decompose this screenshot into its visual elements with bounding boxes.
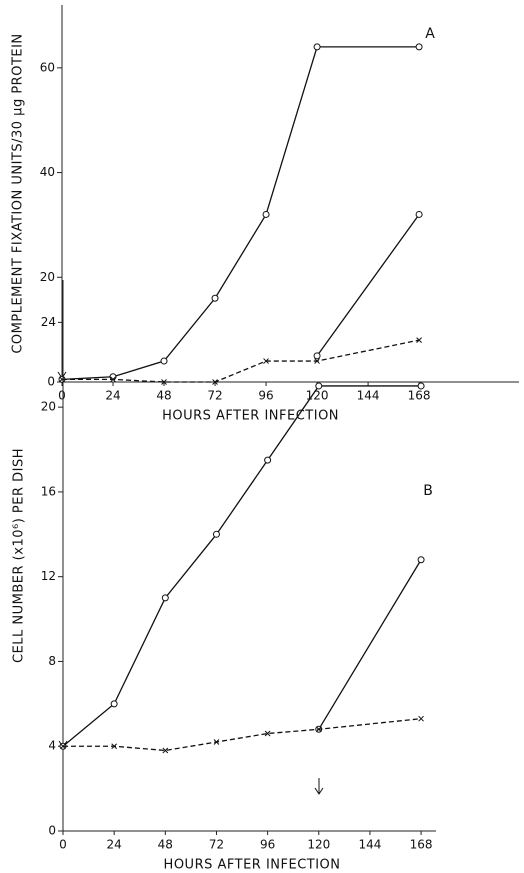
- x-tick-label: 96: [258, 389, 273, 403]
- marker: [264, 456, 272, 464]
- x-tick-label: 48: [158, 838, 173, 852]
- marker: [264, 730, 271, 737]
- marker: [161, 594, 169, 602]
- y-tick-label: 20: [40, 270, 55, 284]
- x-tick-label: 144: [357, 389, 380, 403]
- x-axis-label: HOURS AFTER INFECTION: [162, 409, 339, 424]
- marker: [110, 700, 118, 708]
- y-tick-label: 20: [41, 400, 56, 414]
- arrow: [314, 778, 324, 795]
- marker: [212, 530, 220, 538]
- panel-title: A: [425, 26, 435, 42]
- y-tick-label: 60: [40, 60, 55, 74]
- y-tick-label: 24: [41, 315, 56, 329]
- marker: [313, 43, 321, 51]
- series-line: [318, 559, 422, 730]
- series-line: [316, 214, 420, 357]
- x-tick-label: 96: [260, 838, 275, 852]
- x-tick-label: 168: [408, 389, 431, 403]
- y-tick-label: 0: [47, 375, 55, 389]
- marker: [314, 358, 320, 364]
- marker: [315, 382, 323, 390]
- marker: [162, 747, 169, 754]
- x-tick-label: 24: [107, 838, 122, 852]
- y-tick-label: 0: [48, 824, 56, 838]
- marker: [315, 726, 322, 733]
- series-line: [62, 385, 422, 747]
- marker: [415, 43, 423, 51]
- x-tick-label: 120: [307, 838, 330, 852]
- y-tick-label: 8: [48, 654, 56, 668]
- marker: [263, 358, 269, 364]
- marker: [111, 743, 118, 750]
- marker: [213, 739, 220, 745]
- marker: [262, 210, 270, 218]
- marker: [417, 382, 425, 390]
- marker: [160, 357, 168, 365]
- x-tick-label: 0: [59, 838, 67, 852]
- marker: [212, 379, 218, 385]
- marker: [418, 715, 424, 722]
- marker: [415, 210, 423, 218]
- x-tick-label: 120: [306, 389, 329, 403]
- x-tick-label: 72: [209, 838, 224, 852]
- marker: [60, 743, 66, 750]
- arrows: [57, 364, 324, 795]
- x-tick-label: 0: [58, 389, 66, 403]
- x-axis-label: HOURS AFTER INFECTION: [164, 858, 341, 873]
- x-tick-label: 168: [410, 838, 433, 852]
- y-tick-label: 16: [41, 484, 56, 498]
- marker: [110, 376, 116, 383]
- marker: [416, 337, 422, 343]
- x-tick-label: 144: [358, 838, 381, 852]
- marker: [59, 376, 65, 383]
- marker: [417, 556, 425, 564]
- series-line: [61, 46, 420, 381]
- x-tick-label: 72: [207, 389, 222, 403]
- x-tick-label: 48: [156, 389, 171, 403]
- marker: [211, 294, 219, 302]
- y-tick-label: 12: [41, 569, 56, 583]
- panel-title: B: [423, 483, 433, 499]
- x-tick-label: 24: [105, 389, 120, 403]
- series-line: [63, 718, 422, 752]
- y-axis-label: CELL NUMBER (x10⁶) PER DISH: [12, 448, 27, 663]
- y-tick-label: 40: [40, 165, 55, 179]
- y-axis-label: COMPLEMENT FIXATION UNITS/30 μg PROTEIN: [11, 33, 26, 353]
- marker: [161, 379, 167, 385]
- y-tick-label: 4: [48, 739, 56, 753]
- marker: [313, 352, 321, 360]
